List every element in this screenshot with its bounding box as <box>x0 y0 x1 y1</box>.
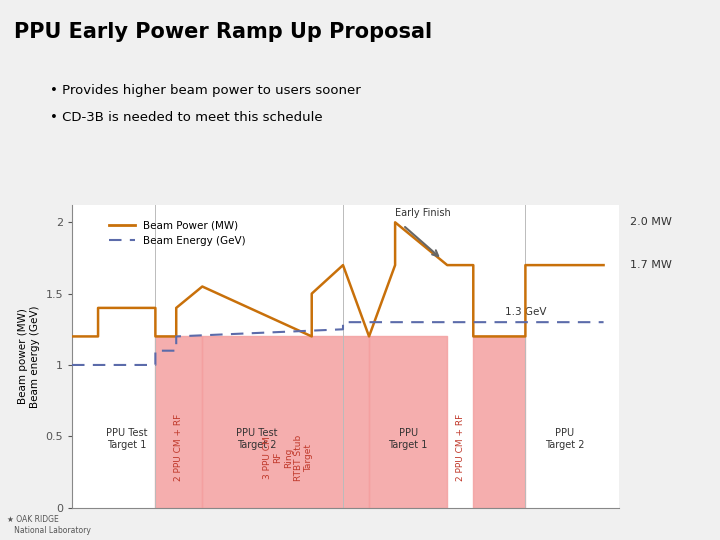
Text: 1.3 GeV: 1.3 GeV <box>505 307 546 317</box>
Text: PPU
Target 1: PPU Target 1 <box>389 428 428 450</box>
Text: Early Finish: Early Finish <box>395 208 451 218</box>
Text: PPU
Target 2: PPU Target 2 <box>545 428 584 450</box>
Text: 1.7 MW: 1.7 MW <box>630 260 672 270</box>
Text: • Provides higher beam power to users sooner: • Provides higher beam power to users so… <box>50 84 361 97</box>
Y-axis label: Beam power (MW)
Beam energy (GeV): Beam power (MW) Beam energy (GeV) <box>18 305 40 408</box>
Text: ★ OAK RIDGE
   National Laboratory: ★ OAK RIDGE National Laboratory <box>7 515 91 535</box>
Text: 2 PPU CM + RF: 2 PPU CM + RF <box>456 414 464 481</box>
Legend: Beam Power (MW), Beam Energy (GeV): Beam Power (MW), Beam Energy (GeV) <box>104 217 250 250</box>
Text: PPU Test
Target 2: PPU Test Target 2 <box>236 428 278 450</box>
Text: 2 PPU CM + RF: 2 PPU CM + RF <box>174 414 184 481</box>
Text: PPU Test
Target 1: PPU Test Target 1 <box>106 428 148 450</box>
Text: PPU Early Power Ramp Up Proposal: PPU Early Power Ramp Up Proposal <box>14 22 433 42</box>
Text: • CD-3B is needed to meet this schedule: • CD-3B is needed to meet this schedule <box>50 111 323 124</box>
Text: 2.0 MW: 2.0 MW <box>630 217 672 227</box>
Text: 3 PPU CM
RF
Ring
RTBT Stub
Target: 3 PPU CM RF Ring RTBT Stub Target <box>263 435 314 481</box>
